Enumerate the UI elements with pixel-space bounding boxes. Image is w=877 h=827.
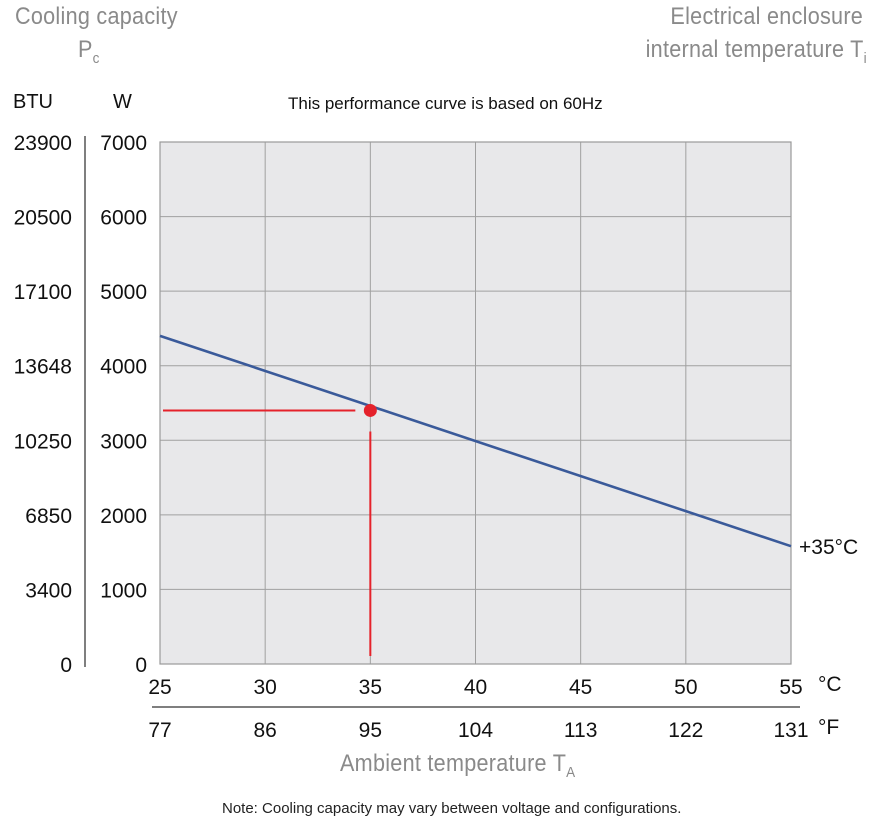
x-tick-label-celsius: 35 <box>359 676 382 699</box>
x-tick-label-fahrenheit: 113 <box>564 719 597 742</box>
chart-subtitle: This performance curve is based on 60Hz <box>288 94 603 113</box>
x-tick-label-celsius: 55 <box>779 676 802 699</box>
y-tick-label-w: 3000 <box>100 430 147 453</box>
x-tick-label-fahrenheit: 131 <box>773 719 808 742</box>
x-tick-label-celsius: 25 <box>148 676 171 699</box>
y-tick-labels: 0 0 1000 3400 2000 6850 3000 10250 4000 13648 5000… <box>14 132 147 677</box>
enclosure-title-line1-text: Electrical enclosure <box>670 3 863 30</box>
y-tick-label-w: 7000 <box>100 132 147 155</box>
x-tick-label-celsius: 50 <box>674 676 697 699</box>
y-tick-label-w: 2000 <box>100 505 147 528</box>
celsius-unit: °C <box>818 673 842 696</box>
enclosure-title-line2-text: internal temperature T <box>645 36 864 63</box>
x-tick-label-celsius: 30 <box>253 676 276 699</box>
x-tick-label-fahrenheit: 122 <box>668 719 703 742</box>
x-tick-label-fahrenheit: 77 <box>148 719 171 742</box>
y-axis-title-text: Cooling capacity <box>15 3 178 30</box>
y-tick-label-btu: 0 <box>60 654 72 677</box>
x-axis-title-text: Ambient temperature T <box>340 750 567 777</box>
x-tick-label-fahrenheit: 104 <box>458 719 493 742</box>
series-label: +35°C <box>799 536 859 559</box>
guide-lines <box>163 403 377 656</box>
enclosure-title-line1: Electrical enclosure <box>670 3 863 31</box>
y-tick-label-btu: 23900 <box>14 132 72 155</box>
watt-unit-label: W <box>113 91 132 113</box>
enclosure-title-line2: internal temperature Ti <box>646 36 867 67</box>
x-tick-labels: 25 77 30 86 35 95 40 104 45 113 50 122 55 131 <box>148 676 808 742</box>
y-tick-label-w: 6000 <box>100 207 147 230</box>
btu-unit-label: BTU <box>13 91 53 113</box>
enclosure-title-sub: i <box>863 49 867 67</box>
operating-point-marker <box>363 403 377 417</box>
y-tick-label-w: 4000 <box>100 356 147 379</box>
x-axis-title-sub: A <box>566 763 576 781</box>
y-tick-label-btu: 13648 <box>14 356 72 379</box>
y-tick-label-btu: 6850 <box>25 505 72 528</box>
y-tick-label-w: 5000 <box>100 281 147 304</box>
x-tick-label-celsius: 40 <box>464 676 487 699</box>
y-axis-symbol-text: P <box>78 36 93 63</box>
y-tick-label-w: 1000 <box>100 579 147 602</box>
y-tick-label-btu: 20500 <box>14 207 72 230</box>
y-tick-label-btu: 3400 <box>25 579 72 602</box>
x-tick-label-celsius: 45 <box>569 676 592 699</box>
x-tick-label-fahrenheit: 86 <box>253 719 276 742</box>
x-axis-title: Ambient temperature TA <box>340 750 575 781</box>
series-group <box>159 334 792 548</box>
footnote: Note: Cooling capacity may vary between … <box>222 800 682 817</box>
series-line <box>159 334 792 548</box>
y-axis-symbol: Pc <box>78 36 100 67</box>
y-tick-label-w: 0 <box>135 654 147 677</box>
x-tick-label-fahrenheit: 95 <box>359 719 382 742</box>
grid-lines <box>160 142 791 664</box>
fahrenheit-unit: °F <box>818 716 840 739</box>
y-tick-label-btu: 10250 <box>14 430 72 453</box>
y-axis-title: Cooling capacity <box>15 3 178 31</box>
y-axis-symbol-sub: c <box>92 49 100 67</box>
y-tick-label-btu: 17100 <box>14 281 72 304</box>
plot-border <box>159 141 792 665</box>
